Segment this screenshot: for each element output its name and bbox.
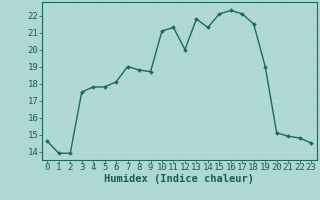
X-axis label: Humidex (Indice chaleur): Humidex (Indice chaleur) xyxy=(104,174,254,184)
